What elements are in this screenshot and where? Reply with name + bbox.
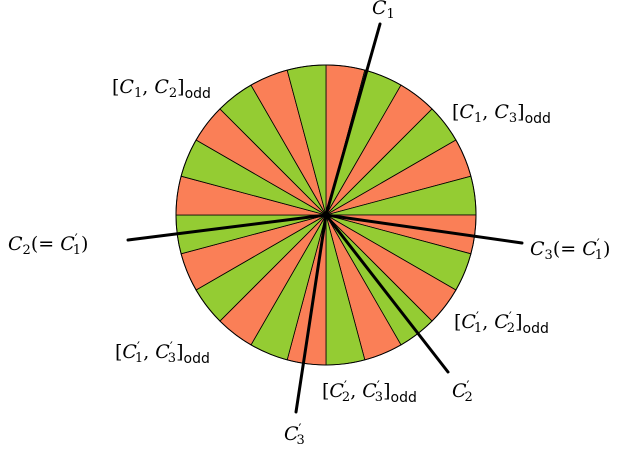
label-c3: C3(= C′ 1) xyxy=(530,237,610,263)
disk-outline xyxy=(175,64,477,366)
line-c2 xyxy=(126,213,328,242)
label-c1-c2-odd: [C1, C2]odd xyxy=(112,76,211,102)
label-c2-prime: C′ 2 xyxy=(452,379,473,405)
label-c2p-c3p-odd: [C′ 2, C′ 3]odd xyxy=(322,379,417,406)
label-c1: C1 xyxy=(372,0,395,22)
label-c1-c3-odd: [C1, C3]odd xyxy=(452,101,551,127)
line-c1 xyxy=(324,22,382,217)
label-c3-prime: C′ 3 xyxy=(284,422,305,448)
label-c1p-c3p-odd: [C′ 1, C′ 3]odd xyxy=(115,340,210,367)
curve-lines xyxy=(126,22,524,414)
sector-disk xyxy=(175,64,477,366)
label-c1p-c2p-odd: [C′ 1, C′ 2]odd xyxy=(454,310,549,337)
line-c3 xyxy=(324,213,524,245)
label-c2: C2(= C′ 1) xyxy=(8,232,88,258)
line-c2p xyxy=(324,213,450,374)
line-c3p xyxy=(294,213,328,414)
